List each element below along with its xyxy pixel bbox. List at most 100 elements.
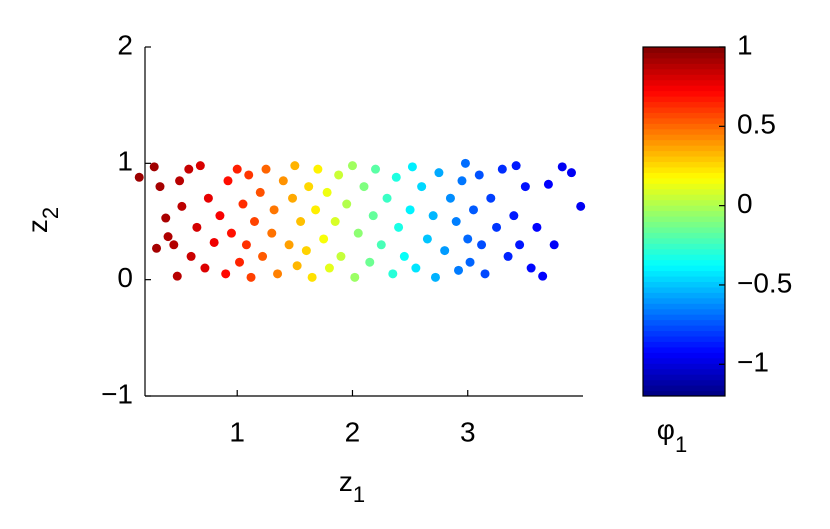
colorbar-step	[643, 172, 725, 179]
point	[538, 271, 548, 281]
point	[296, 217, 306, 226]
colorbar-step	[643, 90, 725, 97]
point	[368, 211, 378, 221]
colorbar-tick-label: 1	[737, 29, 753, 60]
colorbar-tick-label: −1	[737, 347, 769, 378]
colorbar-step	[643, 357, 725, 364]
colorbar-tick-label: 0.5	[737, 109, 776, 140]
colorbar-step	[643, 117, 725, 124]
point	[411, 263, 421, 273]
colorbar-step	[643, 363, 725, 370]
colorbar-step	[643, 385, 725, 392]
point	[221, 269, 231, 279]
point	[235, 257, 245, 267]
x-axis-label: z1	[339, 466, 365, 506]
point	[288, 193, 298, 203]
point	[394, 222, 404, 232]
point	[163, 232, 173, 242]
colorbar-step	[643, 150, 725, 157]
y-tick-label: −1	[101, 378, 133, 409]
colorbar-step	[643, 292, 725, 299]
colorbar-step	[643, 248, 725, 255]
point	[445, 193, 455, 203]
point	[454, 265, 464, 275]
colorbar-step	[643, 216, 725, 222]
colorbar-step	[643, 205, 725, 212]
colorbar-step	[643, 346, 725, 353]
colorbar-label: φ1	[657, 414, 687, 456]
point	[359, 182, 369, 192]
point	[175, 176, 185, 186]
point	[407, 162, 417, 172]
colorbar-tick-label: −0.5	[737, 267, 792, 298]
point	[451, 217, 461, 226]
point	[322, 187, 332, 197]
point	[261, 164, 271, 174]
point	[250, 217, 259, 226]
point	[203, 193, 213, 203]
point	[526, 263, 536, 273]
point	[226, 228, 236, 238]
x-tick-label: 3	[460, 416, 476, 447]
point	[278, 176, 288, 186]
point	[267, 228, 277, 238]
point	[543, 179, 553, 189]
point	[477, 240, 487, 250]
point	[307, 272, 317, 282]
point	[313, 164, 323, 174]
y-axis-label: z2	[22, 207, 62, 233]
colorbar-step	[643, 368, 725, 375]
point	[269, 205, 279, 215]
point	[134, 172, 144, 182]
colorbar-step	[643, 319, 725, 326]
point	[549, 240, 559, 250]
y-tick-label: 1	[117, 146, 133, 177]
colorbar-step	[643, 123, 725, 130]
colorbar-step	[643, 63, 725, 70]
point	[566, 168, 576, 178]
point	[469, 205, 478, 215]
colorbar-step	[643, 128, 725, 135]
colorbar-step	[643, 166, 725, 173]
colorbar-step	[643, 101, 725, 108]
point	[192, 222, 202, 232]
point	[440, 246, 450, 256]
colorbar-step	[643, 314, 725, 321]
point	[497, 164, 507, 174]
colorbar-step	[643, 161, 725, 168]
colorbar-step	[643, 210, 725, 217]
point	[232, 164, 242, 174]
point	[371, 164, 381, 174]
colorbar-step	[643, 79, 725, 86]
point	[319, 234, 329, 244]
point	[334, 170, 344, 180]
point	[350, 272, 360, 282]
point	[430, 272, 440, 282]
point	[311, 205, 321, 215]
point	[184, 164, 194, 174]
point	[238, 199, 248, 209]
colorbar-step	[643, 85, 725, 92]
colorbar-step	[643, 243, 725, 250]
colorbar-step	[643, 259, 725, 266]
point	[169, 240, 179, 250]
colorbar-step	[643, 330, 725, 337]
point	[486, 193, 496, 203]
y-tick-label: 2	[117, 29, 133, 60]
colorbar	[643, 47, 725, 397]
x-tick-label: 2	[345, 416, 361, 447]
colorbar-step	[643, 188, 725, 195]
point	[172, 271, 182, 281]
colorbar-step	[643, 281, 725, 288]
point	[503, 251, 513, 261]
point	[241, 240, 251, 250]
colorbar-frame	[642, 46, 726, 397]
colorbar-step	[643, 199, 725, 206]
colorbar-step	[643, 57, 725, 64]
colorbar-step	[643, 183, 725, 190]
colorbar-step	[643, 352, 725, 359]
point	[365, 257, 375, 267]
point	[382, 193, 392, 203]
point	[304, 182, 314, 192]
